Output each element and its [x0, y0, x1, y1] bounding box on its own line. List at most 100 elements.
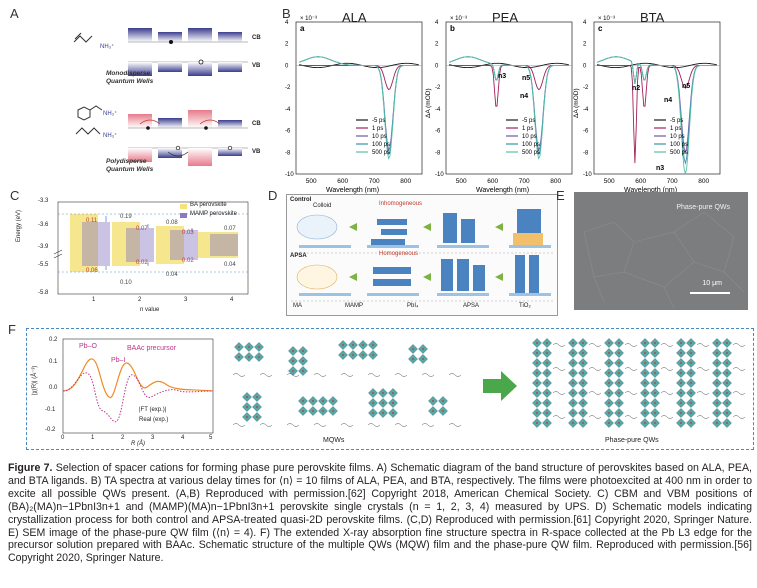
- spacer-chain: [552, 367, 566, 371]
- legend-ba: BA perovskite: [190, 202, 227, 208]
- spacer-chain: [367, 423, 381, 427]
- peak-annotation: n4: [664, 97, 672, 104]
- peak-annotation: n3: [656, 165, 664, 172]
- cation-dot: [546, 342, 548, 344]
- cation-dot: [582, 382, 584, 384]
- panel-a-letter: A: [10, 6, 19, 21]
- spectrum-curve-0: [299, 62, 419, 69]
- peak-annotation: n2: [632, 85, 640, 92]
- cation-dot: [256, 406, 258, 408]
- cation-dot: [292, 370, 294, 372]
- spectrum-curve-3: [299, 56, 419, 156]
- x-tick: 500: [456, 178, 467, 185]
- cation-dot: [680, 382, 682, 384]
- y-tick: 0: [583, 63, 587, 69]
- cation-dot: [392, 402, 394, 404]
- cation-dot: [352, 344, 354, 346]
- cation-dot: [690, 352, 692, 354]
- spacer-chain: [286, 423, 300, 427]
- c-ytick: -5.5: [38, 262, 49, 268]
- cation-dot: [680, 352, 682, 354]
- spectrum-curve-1: [449, 64, 569, 107]
- cation-dot: [536, 422, 538, 424]
- legend-real: Real (exp.): [139, 417, 169, 423]
- legend-entry: 500 ps: [522, 150, 540, 156]
- cation-dot: [690, 402, 692, 404]
- cation-dot: [572, 342, 574, 344]
- cation-dot: [680, 392, 682, 394]
- cation-dot: [536, 402, 538, 404]
- cation-dot: [690, 342, 692, 344]
- cation-dot: [582, 372, 584, 374]
- cation-dot: [690, 412, 692, 414]
- spacer-chain: [660, 415, 674, 419]
- y-tick: 2: [285, 42, 289, 48]
- scale-label: × 10⁻³: [450, 16, 467, 22]
- amine-label: NH₃⁺: [103, 133, 118, 139]
- cation-dot: [572, 402, 574, 404]
- panel-b-ta-spectra: B ALA PEA BTA × 10⁻³ a 500 600 700 800 4 2 0 -2 -4…: [275, 6, 750, 196]
- y-tick: -6: [583, 129, 589, 135]
- legend-entry: -5 ps: [522, 118, 535, 124]
- y-tick: -8: [285, 150, 291, 156]
- x-axis-label: Wavelength (nm): [476, 187, 529, 194]
- plot-frame: [445, 21, 573, 175]
- cation-dot: [342, 344, 344, 346]
- y-tick: -10: [583, 172, 592, 178]
- c-ylabel: Energy (eV): [16, 209, 22, 242]
- value-label: 0.04: [166, 272, 178, 278]
- cation-dot: [644, 352, 646, 354]
- legend-entry: 10 ps: [670, 134, 685, 140]
- colloid-label: Colloid: [313, 203, 332, 209]
- legend-entry: 1 ps: [522, 126, 533, 132]
- y-tick: 0: [435, 63, 439, 69]
- y-tick: -2: [435, 85, 441, 91]
- cation-dot: [246, 416, 248, 418]
- cation-dot: [546, 382, 548, 384]
- polydisperse-band-structure: [128, 110, 248, 166]
- spectrum-curve-0: [449, 62, 569, 69]
- real-part-curve: [62, 372, 214, 423]
- value-label: 0.04: [224, 262, 236, 268]
- cation-dot: [442, 410, 444, 412]
- y-tick: -4: [583, 107, 589, 113]
- spectrum-curve-3: [596, 56, 717, 165]
- cation-dot: [608, 392, 610, 394]
- spacer-chain: [259, 423, 273, 427]
- cation-dot: [644, 342, 646, 344]
- c-xtick: 2: [138, 297, 142, 303]
- spacer-chain: [232, 373, 246, 377]
- cation-dot: [536, 362, 538, 364]
- y-tick: -6: [285, 129, 291, 135]
- value-label: 0.03: [182, 230, 194, 236]
- cation-dot: [654, 382, 656, 384]
- cation-dot: [302, 400, 304, 402]
- control-label: Control: [290, 197, 312, 203]
- cation-dot: [608, 352, 610, 354]
- cation-dot: [644, 402, 646, 404]
- spacer-chain: [588, 391, 602, 395]
- spectrum-curve-3: [449, 56, 569, 156]
- c-xtick: 4: [230, 297, 234, 303]
- chart-title-bta: BTA: [640, 10, 665, 25]
- cation-dot: [618, 402, 620, 404]
- peak-annotation: n5: [522, 75, 530, 82]
- x-tick: 800: [550, 178, 561, 185]
- spacer-chain: [588, 367, 602, 371]
- cation-dot: [372, 392, 374, 394]
- cation-dot: [644, 412, 646, 414]
- spacer-chain: [552, 391, 566, 395]
- polydisperse-label: Polydisperse Quantum Wells: [106, 158, 153, 174]
- cation-dot: [582, 392, 584, 394]
- f-xtick: 0: [61, 435, 65, 441]
- cation-dot: [392, 412, 394, 414]
- cb-label: CB: [252, 35, 261, 41]
- butylamine-molecule-icon: [75, 127, 101, 135]
- cation-dot: [618, 372, 620, 374]
- spectrum-curve-0: [596, 62, 717, 69]
- cation-dot: [432, 410, 434, 412]
- cation-dot: [716, 402, 718, 404]
- pb-o-label: Pb–O: [79, 343, 97, 350]
- f-xtick: 4: [181, 435, 185, 441]
- spectrum-curve-1: [299, 64, 419, 91]
